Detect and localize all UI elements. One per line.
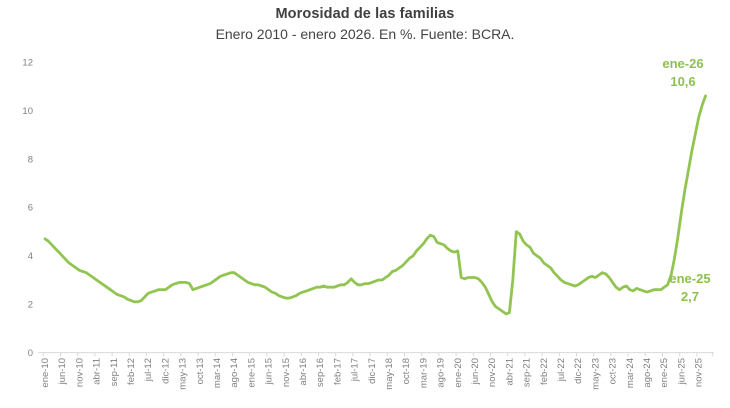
- annotation-prior-year-label: ene-25: [669, 271, 711, 286]
- x-tick-label: oct-23: [608, 358, 619, 384]
- morosidad-data-line: [43, 94, 707, 316]
- y-tick-label: 12: [22, 57, 33, 68]
- x-tick-label: jun-25: [676, 358, 687, 385]
- x-tick-label: jun-10: [57, 358, 68, 385]
- x-tick-label: nov-25: [694, 358, 705, 387]
- x-tick-label: ene-10: [40, 358, 51, 388]
- x-tick-label: mar-14: [212, 358, 223, 388]
- x-tick-label: ago-24: [642, 358, 653, 388]
- x-tick-label: jul-22: [556, 358, 567, 382]
- x-tick-label: jul-12: [143, 358, 154, 382]
- y-tick-label: 10: [22, 106, 33, 117]
- y-tick-label: 6: [28, 203, 33, 214]
- x-tick-label: sep-11: [109, 358, 120, 386]
- y-tick-label: 8: [28, 154, 33, 165]
- x-tick-label: mar-19: [418, 358, 429, 388]
- x-tick-label: sep-21: [522, 358, 533, 387]
- x-tick-label: jul-17: [350, 358, 361, 382]
- x-tick-label: may-13: [178, 358, 189, 390]
- y-tick-label: 2: [28, 300, 33, 311]
- x-tick-label: nov-10: [74, 358, 85, 387]
- chart-subtitle: Enero 2010 - enero 2026. En %. Fuente: B…: [215, 26, 515, 42]
- x-tick-label: nov-20: [487, 358, 498, 387]
- x-tick-label: sep-16: [315, 358, 326, 387]
- x-tick-label: abr-16: [298, 358, 309, 385]
- annotation-prior-year-value: 2,7: [680, 289, 700, 304]
- x-tick-label: feb-12: [126, 358, 137, 385]
- x-tick-label: may-18: [384, 358, 395, 390]
- x-tick-label: feb-22: [539, 358, 550, 385]
- annotation-prior-year-point: ene-25 2,7: [658, 270, 722, 306]
- x-tick-label: jun-20: [470, 358, 481, 385]
- x-tick-label: abr-21: [504, 358, 515, 385]
- x-tick-label: feb-17: [332, 358, 343, 385]
- x-tick-label: dic-12: [160, 358, 171, 384]
- x-tick-label: ene-15: [246, 358, 257, 388]
- x-tick-label: oct-18: [401, 358, 412, 384]
- x-tick-label: dic-17: [367, 358, 378, 384]
- x-tick-label: dic-22: [573, 358, 584, 384]
- x-tick-label: ene-20: [453, 358, 464, 388]
- x-tick-label: ene-25: [659, 358, 670, 388]
- y-tick-label: 0: [28, 348, 33, 359]
- x-tick-label: ago-14: [229, 358, 240, 388]
- annotation-latest-point: ene-26 10,6: [651, 55, 715, 91]
- annotation-latest-label: ene-26: [662, 56, 704, 71]
- x-tick-label: oct-13: [195, 358, 206, 384]
- x-tick-label: mar-24: [625, 358, 636, 388]
- x-tick-label: may-23: [590, 358, 601, 390]
- x-tick-label: ago-19: [436, 358, 447, 388]
- y-tick-label: 4: [28, 251, 33, 262]
- x-tick-label: nov-15: [281, 358, 292, 387]
- annotation-latest-value: 10,6: [670, 74, 696, 89]
- chart-title: Morosidad de las familias: [275, 6, 455, 22]
- x-tick-label: abr-11: [92, 358, 103, 385]
- x-tick-label: jun-15: [264, 358, 275, 385]
